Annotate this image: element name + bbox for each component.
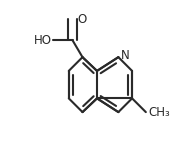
Text: CH₃: CH₃	[148, 106, 170, 119]
Text: N: N	[120, 49, 129, 62]
Text: HO: HO	[34, 34, 52, 47]
Text: O: O	[77, 12, 86, 26]
